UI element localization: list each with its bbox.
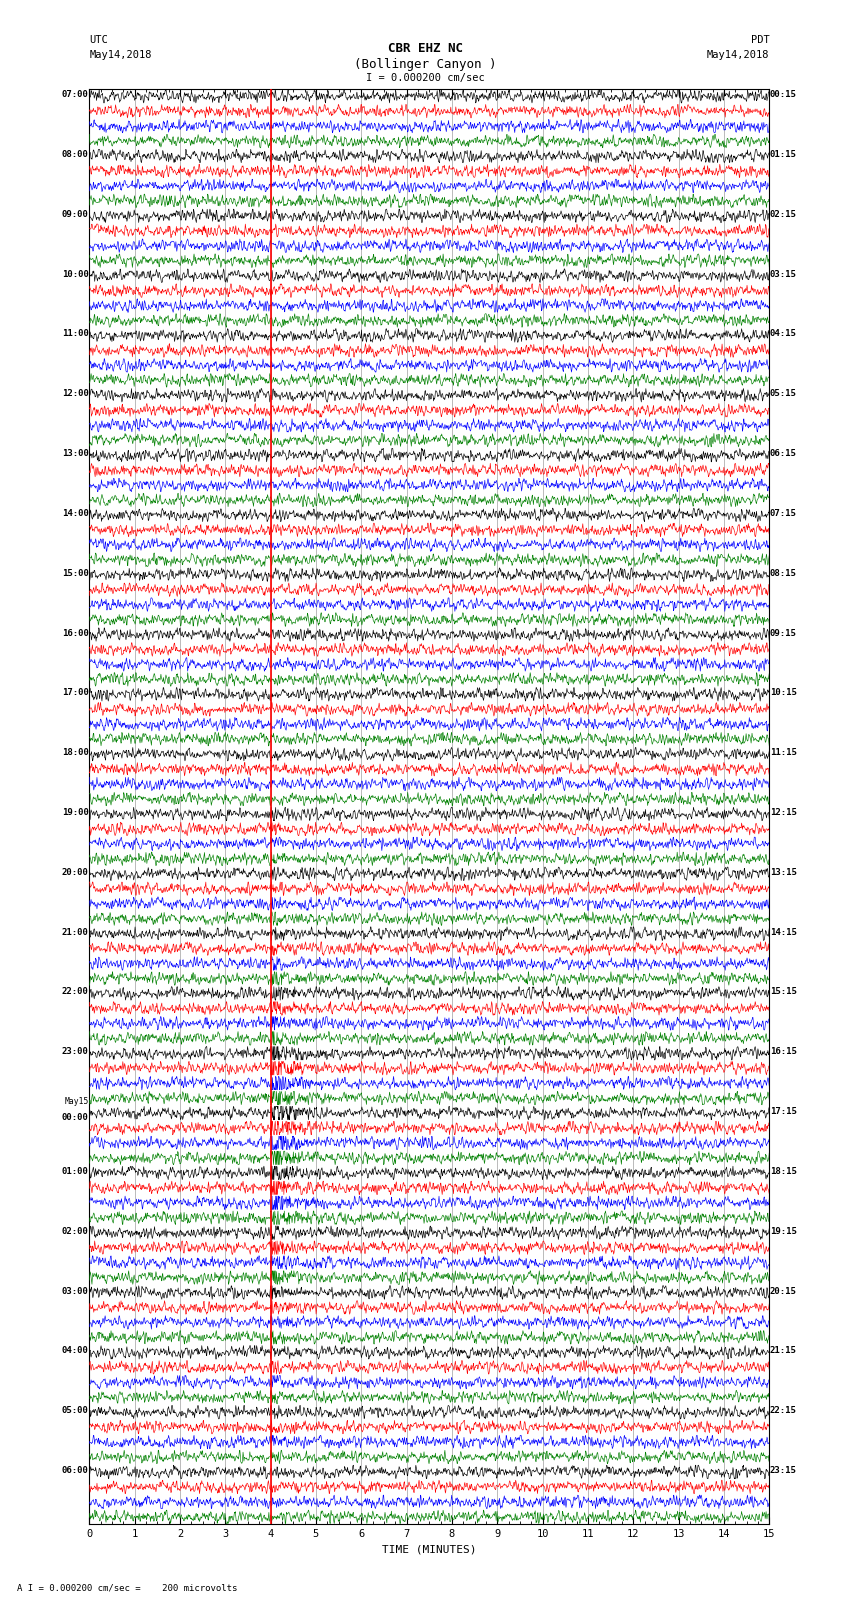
Text: 22:15: 22:15 — [770, 1407, 796, 1415]
Text: 04:00: 04:00 — [62, 1347, 88, 1355]
Text: 00:15: 00:15 — [770, 90, 796, 98]
Text: 19:00: 19:00 — [62, 808, 88, 816]
Text: 09:15: 09:15 — [770, 629, 796, 637]
Text: 05:00: 05:00 — [62, 1407, 88, 1415]
Text: 18:00: 18:00 — [62, 748, 88, 756]
Text: PDT: PDT — [751, 35, 769, 45]
Text: 07:00: 07:00 — [62, 90, 88, 98]
Text: 10:00: 10:00 — [62, 269, 88, 279]
Text: 19:15: 19:15 — [770, 1227, 796, 1236]
Text: 17:00: 17:00 — [62, 689, 88, 697]
Text: 02:15: 02:15 — [770, 210, 796, 219]
Text: 00:00: 00:00 — [62, 1113, 88, 1123]
Text: I = 0.000200 cm/sec: I = 0.000200 cm/sec — [366, 73, 484, 82]
Text: May15: May15 — [65, 1097, 88, 1105]
Text: 16:15: 16:15 — [770, 1047, 796, 1057]
Text: 21:00: 21:00 — [62, 927, 88, 937]
Text: 12:00: 12:00 — [62, 389, 88, 398]
Text: CBR EHZ NC: CBR EHZ NC — [388, 42, 462, 55]
Text: 12:15: 12:15 — [770, 808, 796, 816]
Text: 23:15: 23:15 — [770, 1466, 796, 1474]
Text: 15:15: 15:15 — [770, 987, 796, 997]
Text: (Bollinger Canyon ): (Bollinger Canyon ) — [354, 58, 496, 71]
Text: 04:15: 04:15 — [770, 329, 796, 339]
Text: 03:15: 03:15 — [770, 269, 796, 279]
Text: 20:15: 20:15 — [770, 1287, 796, 1295]
Text: 03:00: 03:00 — [62, 1287, 88, 1295]
Text: 13:00: 13:00 — [62, 448, 88, 458]
Text: 05:15: 05:15 — [770, 389, 796, 398]
Text: 08:15: 08:15 — [770, 569, 796, 577]
Text: 20:00: 20:00 — [62, 868, 88, 877]
X-axis label: TIME (MINUTES): TIME (MINUTES) — [382, 1545, 477, 1555]
Text: 17:15: 17:15 — [770, 1107, 796, 1116]
Text: 11:15: 11:15 — [770, 748, 796, 756]
Text: 22:00: 22:00 — [62, 987, 88, 997]
Text: A I = 0.000200 cm/sec =    200 microvolts: A I = 0.000200 cm/sec = 200 microvolts — [17, 1582, 237, 1592]
Text: 13:15: 13:15 — [770, 868, 796, 877]
Text: 09:00: 09:00 — [62, 210, 88, 219]
Text: 21:15: 21:15 — [770, 1347, 796, 1355]
Text: 10:15: 10:15 — [770, 689, 796, 697]
Text: 14:00: 14:00 — [62, 510, 88, 518]
Text: 11:00: 11:00 — [62, 329, 88, 339]
Text: 18:15: 18:15 — [770, 1166, 796, 1176]
Text: 15:00: 15:00 — [62, 569, 88, 577]
Text: May14,2018: May14,2018 — [89, 50, 152, 60]
Text: 01:00: 01:00 — [62, 1166, 88, 1176]
Text: 16:00: 16:00 — [62, 629, 88, 637]
Text: 23:00: 23:00 — [62, 1047, 88, 1057]
Text: 08:00: 08:00 — [62, 150, 88, 160]
Text: 02:00: 02:00 — [62, 1227, 88, 1236]
Text: May14,2018: May14,2018 — [706, 50, 769, 60]
Text: UTC: UTC — [89, 35, 108, 45]
Text: 01:15: 01:15 — [770, 150, 796, 160]
Text: 07:15: 07:15 — [770, 510, 796, 518]
Text: 06:15: 06:15 — [770, 448, 796, 458]
Text: 14:15: 14:15 — [770, 927, 796, 937]
Text: 06:00: 06:00 — [62, 1466, 88, 1474]
